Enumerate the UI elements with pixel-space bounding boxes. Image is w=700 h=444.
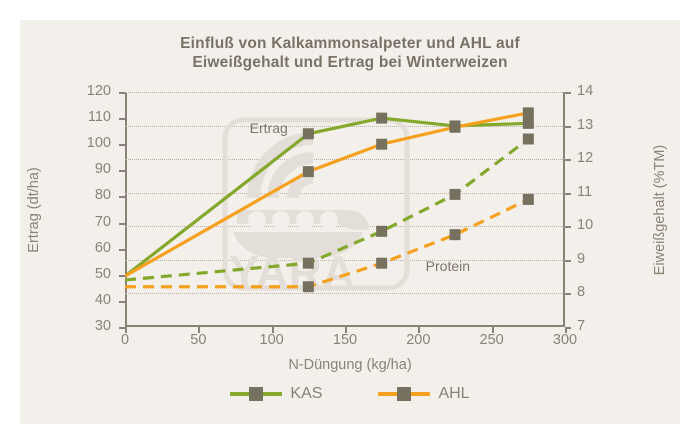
y-tick-right xyxy=(565,259,571,262)
data-point-marker xyxy=(376,257,388,269)
y-tick-left xyxy=(119,92,125,94)
y-tick-right xyxy=(565,125,571,128)
data-point-marker xyxy=(522,107,534,119)
y-tick-label-left: 120 xyxy=(86,83,111,99)
data-point-marker xyxy=(449,121,461,133)
x-tick-label: 50 xyxy=(190,332,207,348)
gridline xyxy=(125,192,565,194)
annotation-protein: Protein xyxy=(425,257,471,274)
y-tick-right xyxy=(565,92,571,94)
legend-item-kas[interactable]: KAS xyxy=(230,385,322,403)
data-point-marker xyxy=(522,133,534,145)
data-point-marker xyxy=(376,138,388,150)
data-series-layer xyxy=(125,107,534,293)
x-tick-label: 100 xyxy=(259,332,284,348)
y-tick-label-right: 12 xyxy=(577,150,594,167)
y-tick-label-right: 7 xyxy=(577,318,586,334)
plot-area: 30 40 50 60 70 80 90 100 110 120 7 8 9 10 11 12 13 14 0 5… xyxy=(87,83,593,348)
data-point-marker xyxy=(376,225,388,237)
y-tick-left xyxy=(119,222,125,225)
y-tick-right xyxy=(565,159,571,162)
legend-marker xyxy=(397,387,412,401)
yara-watermark: YARA xyxy=(222,117,410,298)
x-tick-label: 150 xyxy=(332,332,358,348)
x-tick xyxy=(271,327,274,333)
data-point-marker xyxy=(522,193,534,205)
x-tick xyxy=(565,327,567,333)
x-tick xyxy=(345,327,347,333)
y-tick-label-left: 110 xyxy=(87,109,111,126)
y-tick-right xyxy=(565,226,571,229)
y-tick-left xyxy=(119,196,125,199)
x-tick-label: 200 xyxy=(406,332,431,348)
y-tick-label-left: 70 xyxy=(94,213,111,230)
x-tick-label: 300 xyxy=(552,332,578,348)
data-point-marker xyxy=(449,229,461,241)
data-point-marker xyxy=(449,188,461,200)
svg-text:YARA: YARA xyxy=(229,246,355,298)
y-tick-left xyxy=(119,144,125,147)
data-point-marker xyxy=(302,257,314,269)
y-tick-left xyxy=(119,248,125,251)
legend-item-ahl[interactable]: AHL xyxy=(378,385,470,403)
x-tick xyxy=(491,327,494,333)
legend-swatch xyxy=(230,387,283,401)
y-tick-label-left: 60 xyxy=(94,239,111,256)
chart-title: Einfluß von Kalkammonsalpeter und AHL au… xyxy=(20,34,680,72)
chart-title-line-1: Einfluß von Kalkammonsalpeter und AHL au… xyxy=(180,35,520,52)
y-axis-right-line xyxy=(563,92,565,327)
annotation-ertrag: Ertrag xyxy=(249,119,288,136)
gridline xyxy=(125,92,565,93)
chart-title-line-2: Eiweißgehalt und Ertrag bei Winterweizen xyxy=(192,54,508,71)
data-point-marker xyxy=(302,128,314,140)
data-point-marker xyxy=(302,281,314,293)
x-tick xyxy=(418,327,421,333)
legend-marker xyxy=(249,387,264,401)
y-tick-label-right: 10 xyxy=(577,217,594,234)
y-tick-label-left: 40 xyxy=(94,291,111,308)
chart-legend: KAS AHL xyxy=(20,385,680,403)
y-tick-label-right: 9 xyxy=(577,250,586,267)
y-tick-label-right: 8 xyxy=(577,284,586,301)
y-tick-label-right: 13 xyxy=(577,116,594,133)
gridline xyxy=(125,293,565,295)
x-axis-label: N-Düngung (kg/ha) xyxy=(288,357,412,373)
y-tick-label-left: 100 xyxy=(86,135,111,152)
gridline xyxy=(125,159,565,161)
data-point-marker xyxy=(376,112,388,124)
x-tick xyxy=(198,327,201,333)
x-tick-label: 250 xyxy=(479,332,504,348)
series-line-kas-ertrag xyxy=(125,116,529,278)
y-axis-left-line xyxy=(125,92,127,327)
y-tick-right xyxy=(565,327,571,329)
y-tick-left xyxy=(119,274,125,277)
gridline xyxy=(125,259,565,261)
y-tick-right xyxy=(565,293,571,296)
chart-panel: Einfluß von Kalkammonsalpeter und AHL au… xyxy=(20,20,680,424)
y-axis-label-right: Eiweißgehalt (%TM) xyxy=(652,144,668,276)
y-tick-right xyxy=(565,192,571,195)
x-axis-line xyxy=(125,325,565,327)
y-tick-label-left: 30 xyxy=(94,318,111,334)
legend-swatch xyxy=(378,387,431,401)
y-tick-left xyxy=(119,170,125,173)
legend-label: AHL xyxy=(438,385,470,402)
data-point-marker xyxy=(302,166,314,178)
data-point-marker xyxy=(522,117,534,129)
y-tick-label-right: 11 xyxy=(577,183,593,200)
legend-label: KAS xyxy=(290,385,323,402)
y-tick-label-left: 80 xyxy=(94,187,111,204)
y-axis-label-left: Ertrag (dt/ha) xyxy=(26,167,42,253)
x-tick-label: 0 xyxy=(120,332,130,348)
y-tick-label-left: 90 xyxy=(94,161,111,178)
y-tick-left xyxy=(119,300,125,303)
series-line-ahl-ertrag xyxy=(125,111,529,278)
y-tick-left xyxy=(119,327,125,329)
x-tick xyxy=(125,327,127,333)
y-tick-left xyxy=(119,118,125,121)
y-tick-label-right: 14 xyxy=(577,83,594,99)
y-tick-label-left: 50 xyxy=(94,265,111,282)
